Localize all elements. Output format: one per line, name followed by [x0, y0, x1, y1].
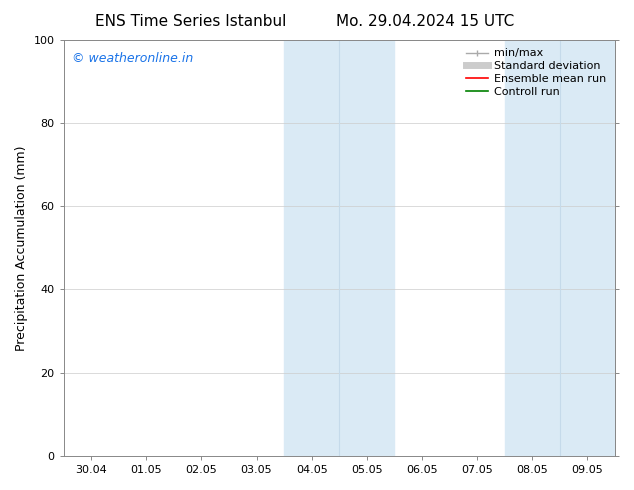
- Bar: [560, 40, 615, 456]
- Bar: [339, 40, 394, 456]
- Y-axis label: Precipitation Accumulation (mm): Precipitation Accumulation (mm): [15, 145, 28, 350]
- Text: © weatheronline.in: © weatheronline.in: [72, 52, 193, 65]
- Legend: min/max, Standard deviation, Ensemble mean run, Controll run: min/max, Standard deviation, Ensemble me…: [463, 45, 609, 100]
- Bar: [284, 40, 339, 456]
- Text: Mo. 29.04.2024 15 UTC: Mo. 29.04.2024 15 UTC: [335, 14, 514, 29]
- Bar: [505, 40, 560, 456]
- Text: ENS Time Series Istanbul: ENS Time Series Istanbul: [94, 14, 286, 29]
